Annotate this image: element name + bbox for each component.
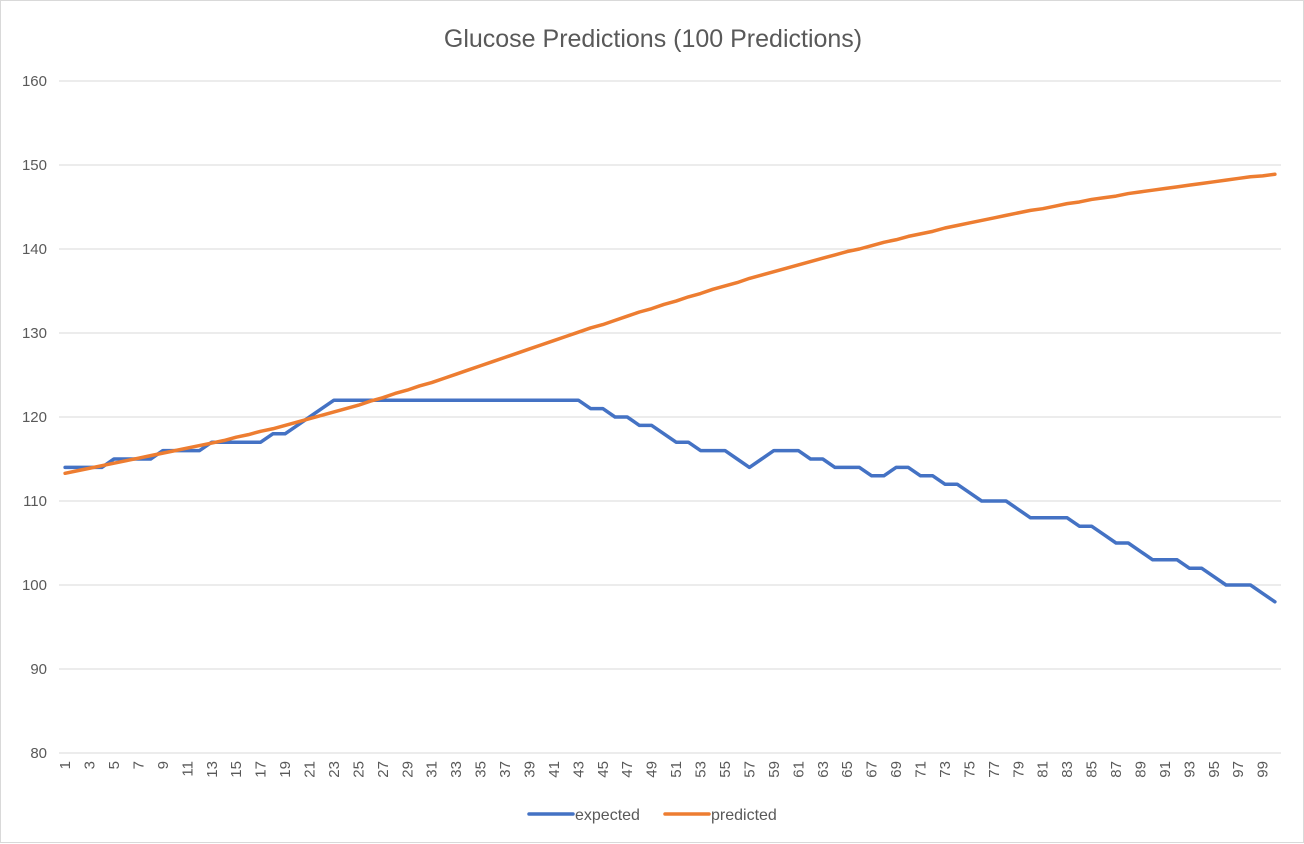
y-tick-label: 80 — [30, 745, 47, 762]
x-tick-label: 39 — [521, 761, 538, 778]
x-tick-label: 35 — [473, 761, 490, 778]
x-tick-label: 3 — [82, 761, 99, 769]
x-tick-label: 11 — [179, 761, 196, 777]
y-tick-label: 160 — [22, 73, 47, 90]
series-line-predicted — [63, 172, 1277, 476]
x-tick-label: 97 — [1230, 761, 1247, 778]
x-tick-label: 53 — [693, 761, 710, 778]
y-tick-label: 90 — [30, 661, 47, 678]
x-tick-label: 7 — [130, 761, 147, 769]
x-tick-label: 15 — [228, 761, 245, 778]
x-tick-label: 85 — [1084, 761, 1101, 778]
x-tick-label: 91 — [1157, 761, 1174, 778]
legend-label-predicted: predicted — [711, 807, 777, 824]
x-tick-label: 19 — [277, 761, 294, 778]
x-tick-label: 23 — [326, 761, 343, 778]
legend-label-expected: expected — [575, 807, 640, 824]
x-tick-label: 5 — [106, 761, 123, 769]
x-tick-label: 47 — [619, 761, 636, 778]
x-tick-label: 99 — [1255, 761, 1272, 778]
x-tick-label: 81 — [1035, 761, 1052, 778]
x-tick-label: 71 — [913, 761, 930, 778]
x-axis-ticks: 1 3 5 7 9 11 13 15 17 19 21 23 25 27 29 31 33 35 37 39 41 43 4… — [57, 761, 1272, 778]
x-tick-label: 45 — [595, 761, 612, 778]
x-tick-label: 87 — [1108, 761, 1125, 778]
x-tick-label: 75 — [961, 761, 978, 778]
x-tick-label: 49 — [644, 761, 661, 778]
x-tick-label: 31 — [424, 761, 441, 778]
x-tick-label: 29 — [399, 761, 416, 778]
x-tick-label: 79 — [1010, 761, 1027, 778]
x-tick-label: 57 — [741, 761, 758, 778]
x-tick-label: 37 — [497, 761, 514, 778]
x-tick-label: 65 — [839, 761, 856, 778]
x-tick-label: 55 — [717, 761, 734, 778]
x-tick-label: 17 — [253, 761, 270, 778]
y-tick-label: 150 — [22, 157, 47, 174]
x-tick-label: 43 — [570, 761, 587, 778]
x-tick-label: 77 — [986, 761, 1003, 778]
y-tick-label: 130 — [22, 325, 47, 342]
x-tick-label: 13 — [204, 761, 221, 778]
y-tick-label: 100 — [22, 577, 47, 594]
y-tick-label: 120 — [22, 409, 47, 426]
x-tick-label: 83 — [1059, 761, 1076, 778]
chart-title: Glucose Predictions (100 Predictions) — [444, 25, 862, 53]
x-tick-label: 1 — [57, 761, 74, 769]
x-tick-label: 9 — [155, 761, 172, 769]
y-tick-label: 140 — [22, 241, 47, 258]
x-tick-label: 27 — [375, 761, 392, 778]
x-tick-label: 25 — [350, 761, 367, 778]
series-lines — [63, 172, 1277, 604]
x-tick-label: 51 — [668, 761, 685, 778]
x-tick-label: 95 — [1206, 761, 1223, 778]
y-tick-label: 110 — [23, 493, 47, 510]
x-tick-label: 21 — [302, 761, 319, 778]
x-tick-label: 93 — [1181, 761, 1198, 778]
y-axis-ticks: 80 90 100 110 120 130 140 150 160 — [22, 73, 47, 762]
x-tick-label: 33 — [448, 761, 465, 778]
x-tick-label: 59 — [766, 761, 783, 778]
x-tick-label: 67 — [864, 761, 881, 778]
x-tick-label: 41 — [546, 761, 563, 778]
gridlines — [59, 80, 1281, 754]
legend: expected predicted — [527, 807, 777, 824]
x-tick-label: 89 — [1132, 761, 1149, 778]
x-tick-label: 63 — [815, 761, 832, 778]
x-tick-label: 73 — [937, 761, 954, 778]
series-line-expected — [63, 398, 1277, 604]
x-tick-label: 69 — [888, 761, 905, 778]
x-tick-label: 61 — [790, 761, 807, 778]
